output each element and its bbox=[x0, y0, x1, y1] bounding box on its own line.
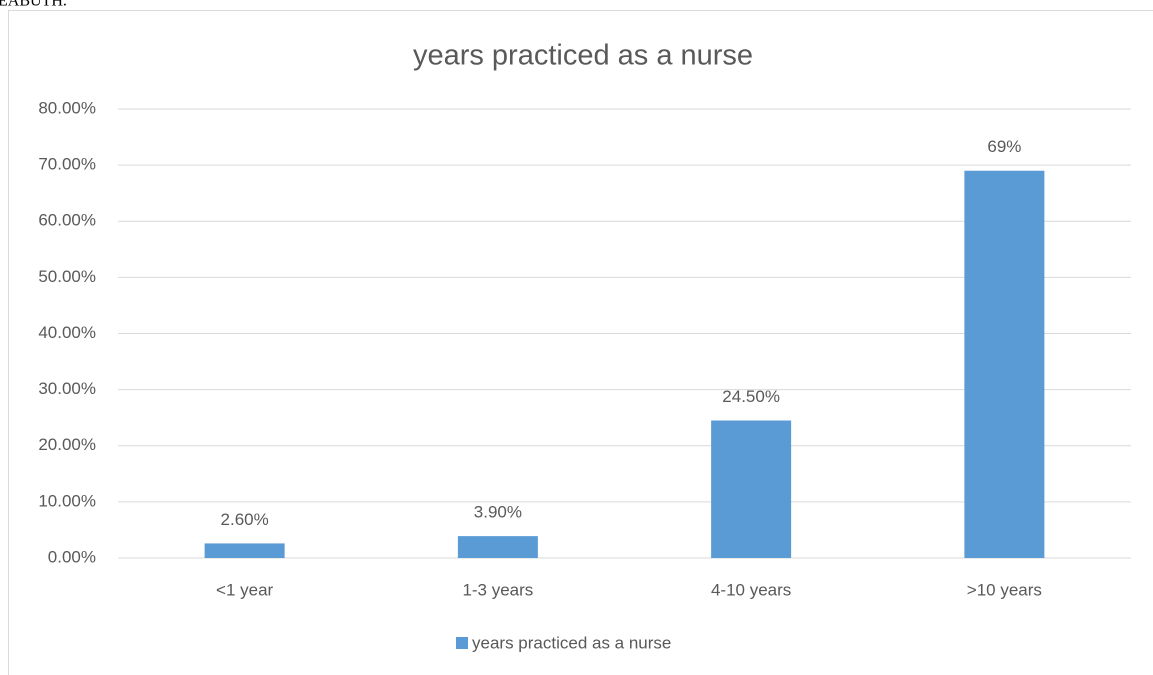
bar bbox=[204, 543, 285, 558]
y-tick-label: 50.00% bbox=[38, 267, 96, 286]
legend-swatch bbox=[456, 637, 468, 649]
bar bbox=[711, 420, 792, 558]
legend-label: years practiced as a nurse bbox=[472, 633, 671, 652]
data-label: 3.90% bbox=[474, 503, 522, 522]
y-tick-label: 40.00% bbox=[38, 323, 96, 342]
y-tick-label: 80.00% bbox=[38, 98, 96, 117]
chart-title: years practiced as a nurse bbox=[413, 40, 753, 72]
x-tick-label: 1-3 years bbox=[462, 580, 533, 599]
y-tick-label: 30.00% bbox=[38, 379, 96, 398]
data-label: 24.50% bbox=[722, 387, 780, 406]
y-tick-label: 10.00% bbox=[38, 491, 96, 510]
bar bbox=[964, 170, 1045, 559]
y-tick-label: 60.00% bbox=[38, 211, 96, 230]
y-tick-label: 70.00% bbox=[38, 155, 96, 174]
data-label: 69% bbox=[987, 137, 1021, 156]
y-tick-label: 0.00% bbox=[48, 547, 96, 566]
y-tick-label: 20.00% bbox=[38, 435, 96, 454]
header-text: EABUTH. bbox=[0, 0, 67, 10]
chart-frame bbox=[8, 10, 1153, 675]
bar bbox=[457, 536, 538, 558]
x-tick-label: <1 year bbox=[216, 580, 274, 599]
x-tick-label: >10 years bbox=[967, 580, 1042, 599]
x-tick-label: 4-10 years bbox=[711, 580, 791, 599]
data-label: 2.60% bbox=[221, 510, 269, 529]
